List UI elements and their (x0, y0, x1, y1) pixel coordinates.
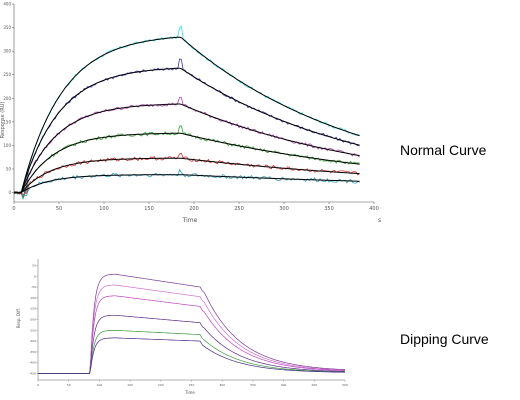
y-tick-label: 150 (3, 119, 11, 124)
x-tick-labels: 0 50 100 150 200 250 300 350 400 (12, 206, 378, 212)
x-tick-label: 300 (279, 206, 289, 212)
x-tick-label: 50 (56, 206, 62, 212)
fit-series-1 (14, 36, 360, 194)
y-axis-label: Resp. Diff. (16, 308, 21, 328)
y-tick-label: 100 (3, 143, 11, 148)
dipping-curve-caption: Dipping Curve (400, 331, 489, 347)
y-tick-label: -150 (29, 307, 36, 311)
y-tick-label: 250 (3, 72, 11, 77)
y-tick-label: -300 (29, 339, 36, 343)
x-tick-label: 150 (127, 383, 133, 387)
response-series (38, 273, 346, 374)
y-tick-labels: 50 0 -50 -100 -150 -200 -250 -300 -350 -400 -450 (29, 263, 36, 375)
x-tick-label: 500 (342, 383, 348, 387)
x-tick-label: 50 (67, 383, 71, 387)
y-tick-label: 0 (8, 190, 11, 195)
x-tick-label: 100 (97, 383, 103, 387)
y-tick-label: 300 (3, 49, 11, 54)
fit-series-2 (14, 67, 360, 194)
axes (12, 3, 375, 204)
y-tick-label: 200 (3, 96, 11, 101)
plot-area (14, 0, 374, 202)
y-tick-label: 350 (3, 25, 11, 30)
x-axis-unit: s (378, 217, 381, 224)
y-tick-label: 50 (6, 167, 12, 172)
y-tick-label: -250 (29, 328, 36, 332)
x-tick-label: 0 (12, 206, 15, 212)
x-axis-label: Time (184, 390, 195, 395)
fit-series-4 (14, 132, 360, 194)
x-tick-label: 0 (37, 383, 39, 387)
normal-curve-caption: Normal Curve (400, 142, 487, 158)
dipping-curve-chart: 0 50 100 150 200 250 300 350 400 450 500 500-50-10… (16, 255, 348, 395)
response-series-6 (38, 337, 345, 374)
y-tick-label: 50 (32, 263, 36, 267)
axes (36, 259, 346, 382)
fit-series-5 (14, 157, 360, 194)
y-tick-label: -450 (29, 372, 36, 376)
y-tick-label: 400 (3, 2, 11, 7)
y-axis-label: Response (RU) (0, 102, 6, 139)
x-tick-label: 350 (250, 383, 256, 387)
x-tick-label: 450 (311, 383, 317, 387)
raw-series-3 (13, 96, 360, 200)
x-tick-label: 200 (158, 383, 164, 387)
fit-series-6 (14, 174, 360, 194)
fit-series (14, 36, 360, 194)
x-tick-labels: 0 50 100 150 200 250 300 350 400 450 500 (37, 383, 348, 387)
x-tick-label: 250 (189, 383, 195, 387)
y-tick-label: -200 (29, 318, 36, 322)
y-tick-label: -350 (29, 350, 36, 354)
x-tick-label: 300 (219, 383, 225, 387)
x-tick-label: 100 (99, 206, 109, 212)
plot-area (38, 255, 345, 380)
x-axis-label: Time (182, 217, 198, 224)
y-tick-label: -50 (31, 285, 36, 289)
normal-curve-chart: 0 50 100 150 200 250 300 350 400 0 50 100 150 200 250… (0, 0, 381, 224)
x-tick-label: 150 (144, 206, 154, 212)
fit-series-3 (14, 103, 360, 194)
x-tick-label: 350 (324, 206, 334, 212)
x-tick-label: 400 (369, 206, 379, 212)
x-tick-label: 400 (281, 383, 287, 387)
y-tick-label: -400 (29, 361, 36, 365)
y-tick-label: 0 (34, 274, 36, 278)
y-tick-label: -100 (29, 296, 36, 300)
y-tick-labels: 0 50 100 150 200 250 300 350 400 (3, 2, 11, 196)
x-tick-label: 200 (189, 206, 199, 212)
x-tick-label: 250 (234, 206, 244, 212)
